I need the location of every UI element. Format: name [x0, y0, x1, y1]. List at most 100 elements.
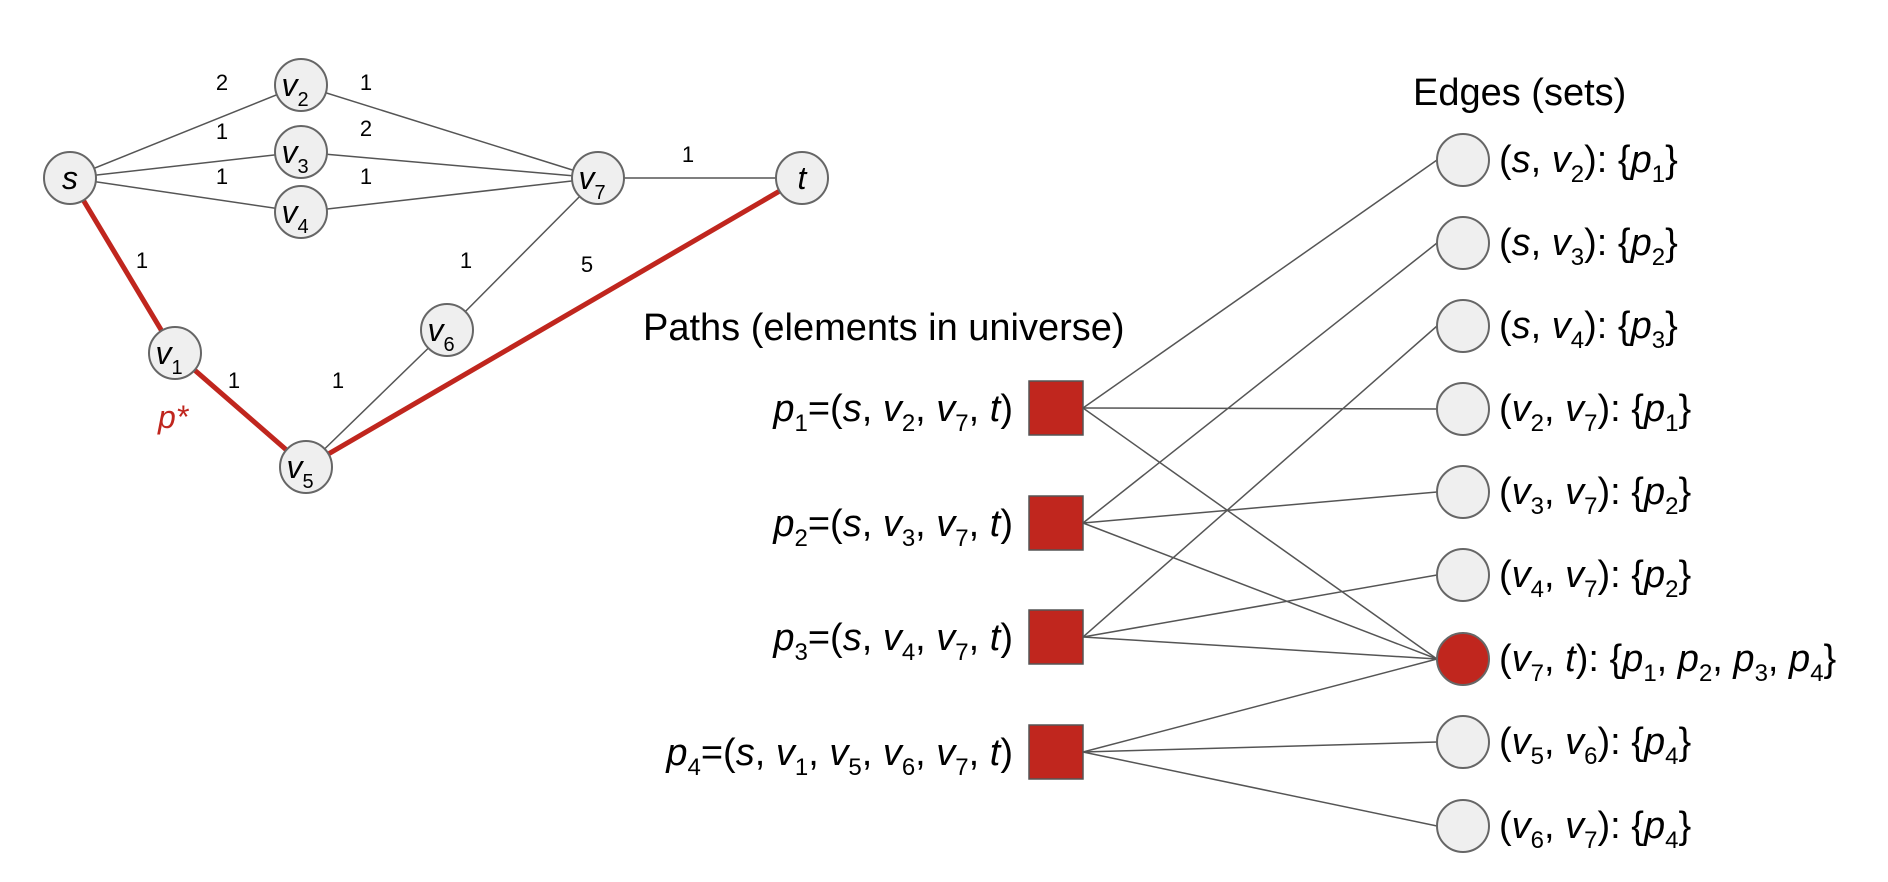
node-label-subscript: 1 — [171, 357, 182, 379]
link-p2-set7 — [1082, 522, 1438, 660]
edge-weight-s-v2: 2 — [216, 70, 228, 95]
text-run: ): { — [1598, 554, 1645, 596]
link-p1-set1 — [1082, 159, 1438, 409]
text-run: ) — [1000, 388, 1013, 430]
text-run: =( — [808, 388, 843, 430]
subscript: 3 — [1652, 327, 1665, 354]
subscript: 2 — [1571, 161, 1584, 188]
edge-weight-v4-v7: 1 — [360, 164, 372, 189]
text-run: , — [1544, 471, 1565, 513]
text-run: } — [1678, 554, 1691, 596]
edge-weight-v7-t: 1 — [682, 142, 694, 167]
edge-weight-s-v3: 1 — [216, 119, 228, 144]
link-p4-set7 — [1082, 658, 1438, 753]
node-label-base: v — [281, 134, 299, 170]
text-run: , — [1531, 222, 1552, 264]
text-run: , — [969, 732, 990, 774]
path-element-p2: p2=(s, v3, v7, t) — [772, 495, 1084, 552]
node-label-subscript: 5 — [302, 471, 313, 493]
subscript: 3 — [1571, 244, 1584, 271]
graph-weights: 2 1 1 1 2 1 1 1 1 1 1 5 — [136, 70, 694, 393]
subscript: 4 — [1665, 743, 1678, 770]
path-square — [1028, 724, 1084, 780]
path-definition: p2=(s, v3, v7, t) — [772, 503, 1013, 552]
edge-set-4: (v2, v7): {p1} — [1436, 382, 1691, 437]
text-run: , — [862, 388, 883, 430]
node-label-subscript: 7 — [594, 182, 605, 204]
text-run: ) — [1000, 732, 1013, 774]
graph-node-v3: v3 — [274, 125, 328, 179]
edge-set-6: (v4, v7): {p2} — [1436, 548, 1691, 603]
node-label: v2 — [281, 67, 308, 111]
text-run: , — [862, 503, 883, 545]
text-run: t — [990, 732, 1002, 774]
set-circle — [1436, 632, 1490, 686]
edge-weight-v2-v7: 1 — [360, 70, 372, 95]
text-run: , — [1712, 638, 1733, 680]
text-run: =( — [701, 732, 736, 774]
text-run: ( — [1499, 388, 1512, 430]
text-run: s — [736, 732, 755, 774]
path-square — [1028, 609, 1084, 665]
subscript: 7 — [1584, 493, 1597, 520]
edge-weight-v5-t: 5 — [581, 252, 593, 277]
node-circle — [148, 326, 202, 380]
node-circle — [274, 125, 328, 179]
path-element-p1: p1=(s, v2, v7, t) — [772, 380, 1084, 437]
path-element-p3: p3=(s, v4, v7, t) — [772, 609, 1084, 666]
node-circle — [775, 151, 829, 205]
text-run: v — [883, 388, 904, 430]
node-label-subscript: 3 — [297, 156, 308, 178]
text-run: p — [665, 732, 687, 774]
text-run: , — [862, 732, 883, 774]
subscript: 1 — [794, 410, 807, 437]
subscript: 4 — [1531, 576, 1544, 603]
path-square — [1028, 495, 1084, 551]
graph-node-v4: v4 — [274, 185, 328, 239]
node-label-base: v — [578, 160, 596, 196]
text-run: v — [883, 503, 904, 545]
node-label: v5 — [286, 449, 313, 493]
text-run: t — [990, 617, 1002, 659]
path-definition: p1=(s, v2, v7, t) — [772, 388, 1013, 437]
text-run: s — [843, 388, 862, 430]
text-run: v — [1512, 388, 1533, 430]
text-run: ( — [1499, 554, 1512, 596]
text-run: s — [1512, 222, 1531, 264]
set-circle — [1436, 216, 1490, 270]
subscript: 3 — [902, 525, 915, 552]
graph-edge-s-v3 — [69, 151, 302, 179]
text-run: s — [843, 503, 862, 545]
graph-edge-v3-v7 — [300, 151, 599, 179]
subscript: 2 — [1699, 660, 1712, 687]
graph-node-v5: v5 — [279, 440, 333, 494]
node-label-subscript: 6 — [443, 334, 454, 356]
text-run: ): { — [1584, 305, 1631, 347]
set-circle — [1436, 133, 1490, 187]
subscript: 4 — [1810, 660, 1823, 687]
text-run: , — [915, 388, 936, 430]
text-run: ): { — [1598, 388, 1645, 430]
graph-edge-v4-v7 — [300, 177, 599, 213]
subscript: 2 — [1531, 410, 1544, 437]
text-run: ( — [1499, 805, 1512, 847]
link-p1-set7 — [1082, 407, 1438, 660]
subscript: 7 — [1584, 827, 1597, 854]
text-run: v — [1512, 805, 1533, 847]
edge-weight-v3-v7: 2 — [360, 116, 372, 141]
text-run: p — [772, 617, 794, 659]
edge-set-7: (v7, t): {p1, p2, p3, p4} — [1436, 632, 1836, 687]
graph-node-v2: v2 — [274, 58, 328, 112]
text-run: ): { — [1598, 721, 1645, 763]
set-circle — [1436, 715, 1490, 769]
node-label-base: v — [281, 194, 299, 230]
graph-edge-v2-v7 — [300, 84, 599, 179]
text-run: p — [1677, 638, 1699, 680]
node-circle — [274, 58, 328, 112]
subscript: 4 — [902, 639, 915, 666]
graph-edge-v6-v7 — [446, 177, 599, 331]
text-run: } — [1665, 305, 1678, 347]
subscript: 6 — [902, 754, 915, 781]
text-run: v — [1565, 471, 1586, 513]
text-run: } — [1678, 388, 1691, 430]
